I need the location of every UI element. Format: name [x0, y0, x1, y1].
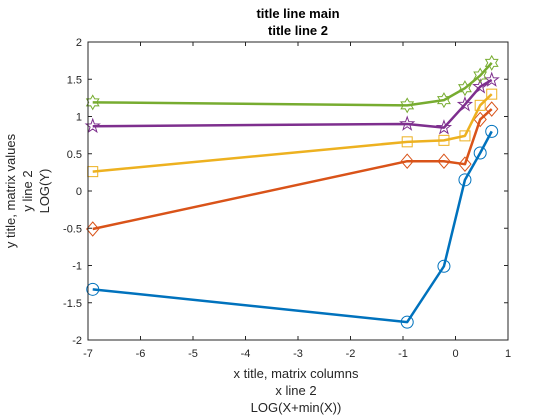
x-tick-label: -5 [188, 348, 198, 360]
x-tick-label: -6 [136, 348, 146, 360]
y-axis-title-line: LOG(Y) [37, 169, 52, 214]
axes: -7 -6 -5 -4 -3 -2 -1 0 1 2 1.5 1 0.5 0 -0.5 -1 -1.5 -2 [63, 37, 511, 360]
x-tick-label: 0 [452, 348, 458, 360]
data-point [486, 125, 498, 137]
x-axis-title-line: LOG(X+min(X)) [251, 400, 342, 415]
y-axis-title-line: y line 2 [20, 170, 35, 211]
series-line [93, 63, 492, 105]
x-axis-title: x title, matrix columns x line 2 LOG(X+min… [234, 366, 359, 415]
x-tick-label: -4 [241, 348, 251, 360]
y-tick-label: 2 [76, 37, 82, 49]
y-axis-title: y title, matrix values y line 2 LOG(Y) [3, 133, 52, 248]
x-axis-title-line: x title, matrix columns [234, 366, 359, 381]
y-tick-label: -2 [72, 335, 82, 347]
x-tick-label: -1 [398, 348, 408, 360]
plot-area [86, 56, 498, 328]
x-axis-title-line: x line 2 [275, 383, 316, 398]
y-axis-title-line: y title, matrix values [3, 133, 18, 248]
x-tick-label: -3 [293, 348, 303, 360]
chart-title: title line main title line 2 [256, 6, 339, 38]
x-tick-label: 1 [505, 348, 511, 360]
series-2 [87, 102, 498, 236]
y-tick-label: -1.5 [63, 298, 82, 310]
y-tick-label: 0 [76, 186, 82, 198]
y-tick-label: 1.5 [67, 74, 82, 86]
y-tick-label: -0.5 [63, 223, 82, 235]
chart-title-line: title line main [256, 6, 339, 21]
y-tick-label: 1 [76, 112, 82, 124]
series-5 [87, 56, 498, 112]
chart-title-line: title line 2 [268, 23, 328, 38]
series-1 [87, 125, 498, 328]
y-tick-label: 0.5 [67, 149, 82, 161]
x-tick-label: -7 [83, 348, 93, 360]
x-tick-label: -2 [346, 348, 356, 360]
y-tick-label: -1 [72, 261, 82, 273]
